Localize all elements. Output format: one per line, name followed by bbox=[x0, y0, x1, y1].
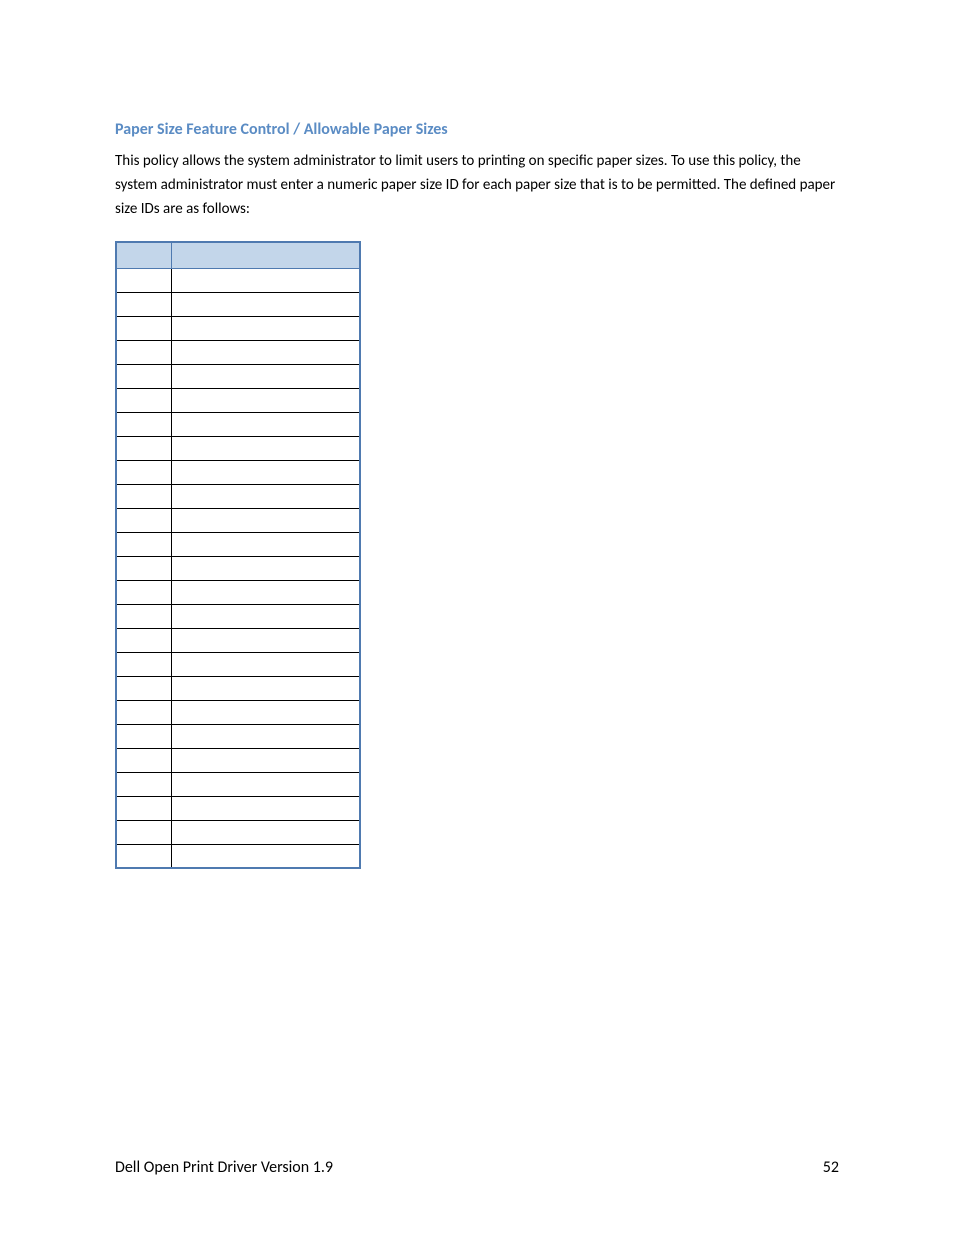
paper-size-table bbox=[115, 241, 361, 869]
table-row bbox=[116, 796, 360, 820]
table-row bbox=[116, 676, 360, 700]
section-heading: Paper Size Feature Control / Allowable P… bbox=[115, 120, 839, 139]
cell-name bbox=[172, 748, 360, 772]
cell-id bbox=[116, 724, 172, 748]
cell-name bbox=[172, 268, 360, 292]
table-body bbox=[116, 268, 360, 868]
table-row bbox=[116, 412, 360, 436]
cell-name bbox=[172, 676, 360, 700]
table-row bbox=[116, 364, 360, 388]
table-row bbox=[116, 556, 360, 580]
table-row bbox=[116, 628, 360, 652]
table-row bbox=[116, 844, 360, 868]
cell-name bbox=[172, 772, 360, 796]
table-row bbox=[116, 652, 360, 676]
cell-id bbox=[116, 292, 172, 316]
cell-id bbox=[116, 700, 172, 724]
cell-id bbox=[116, 268, 172, 292]
cell-id bbox=[116, 556, 172, 580]
table-row bbox=[116, 460, 360, 484]
table-header-name bbox=[172, 242, 360, 268]
cell-id bbox=[116, 436, 172, 460]
table-row bbox=[116, 340, 360, 364]
table-row bbox=[116, 388, 360, 412]
table-row bbox=[116, 436, 360, 460]
cell-name bbox=[172, 604, 360, 628]
cell-name bbox=[172, 556, 360, 580]
table-header-id bbox=[116, 242, 172, 268]
cell-name bbox=[172, 340, 360, 364]
cell-name bbox=[172, 532, 360, 556]
cell-id bbox=[116, 580, 172, 604]
table-row bbox=[116, 508, 360, 532]
cell-id bbox=[116, 340, 172, 364]
cell-name bbox=[172, 700, 360, 724]
table-row bbox=[116, 724, 360, 748]
cell-name bbox=[172, 436, 360, 460]
cell-name bbox=[172, 508, 360, 532]
cell-id bbox=[116, 508, 172, 532]
footer-page-number: 52 bbox=[823, 1158, 839, 1177]
cell-id bbox=[116, 532, 172, 556]
cell-name bbox=[172, 412, 360, 436]
table-row bbox=[116, 604, 360, 628]
cell-id bbox=[116, 772, 172, 796]
cell-id bbox=[116, 412, 172, 436]
cell-id bbox=[116, 364, 172, 388]
table-row bbox=[116, 268, 360, 292]
cell-name bbox=[172, 796, 360, 820]
table-row bbox=[116, 484, 360, 508]
table-row bbox=[116, 820, 360, 844]
page-footer: Dell Open Print Driver Version 1.9 52 bbox=[115, 1158, 839, 1177]
cell-name bbox=[172, 460, 360, 484]
cell-id bbox=[116, 388, 172, 412]
cell-id bbox=[116, 796, 172, 820]
footer-left: Dell Open Print Driver Version 1.9 bbox=[115, 1158, 333, 1177]
table-row bbox=[116, 772, 360, 796]
cell-id bbox=[116, 460, 172, 484]
cell-name bbox=[172, 724, 360, 748]
cell-id bbox=[116, 628, 172, 652]
cell-name bbox=[172, 388, 360, 412]
cell-id bbox=[116, 484, 172, 508]
cell-name bbox=[172, 292, 360, 316]
cell-name bbox=[172, 628, 360, 652]
table-header-row bbox=[116, 242, 360, 268]
body-paragraph: This policy allows the system administra… bbox=[115, 149, 839, 221]
cell-name bbox=[172, 820, 360, 844]
table-row bbox=[116, 580, 360, 604]
table-row bbox=[116, 748, 360, 772]
cell-name bbox=[172, 844, 360, 868]
cell-id bbox=[116, 844, 172, 868]
cell-id bbox=[116, 676, 172, 700]
cell-id bbox=[116, 316, 172, 340]
table-row bbox=[116, 700, 360, 724]
cell-id bbox=[116, 652, 172, 676]
cell-id bbox=[116, 604, 172, 628]
cell-id bbox=[116, 748, 172, 772]
table-row bbox=[116, 532, 360, 556]
page-content: Paper Size Feature Control / Allowable P… bbox=[0, 0, 954, 929]
table-row bbox=[116, 316, 360, 340]
cell-name bbox=[172, 484, 360, 508]
cell-name bbox=[172, 580, 360, 604]
cell-name bbox=[172, 316, 360, 340]
cell-id bbox=[116, 820, 172, 844]
table-row bbox=[116, 292, 360, 316]
cell-name bbox=[172, 652, 360, 676]
cell-name bbox=[172, 364, 360, 388]
